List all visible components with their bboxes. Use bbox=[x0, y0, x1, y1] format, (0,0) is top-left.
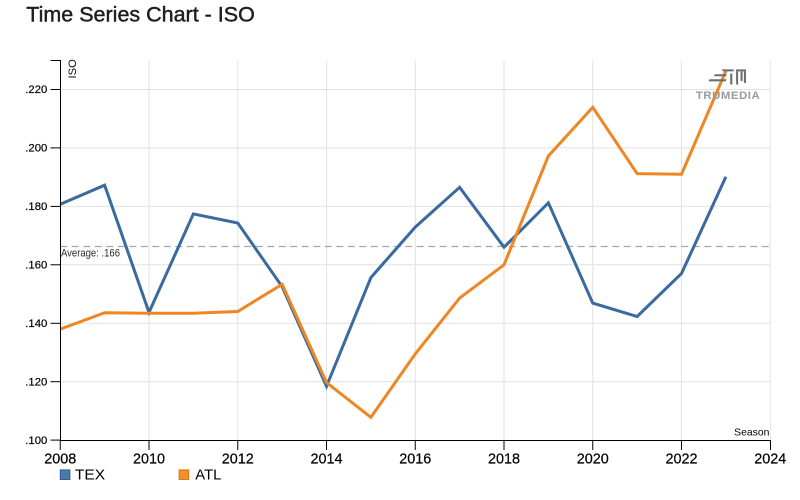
svg-text:.100: .100 bbox=[25, 435, 47, 447]
svg-text:ATL: ATL bbox=[195, 468, 221, 484]
svg-text:2010: 2010 bbox=[133, 452, 165, 468]
svg-text:.160: .160 bbox=[25, 260, 47, 272]
svg-text:Average: .166: Average: .166 bbox=[61, 247, 120, 259]
svg-text:2022: 2022 bbox=[665, 452, 697, 468]
svg-text:2016: 2016 bbox=[399, 452, 431, 468]
svg-text:2014: 2014 bbox=[310, 452, 342, 468]
svg-text:2008: 2008 bbox=[44, 452, 76, 468]
svg-text:2018: 2018 bbox=[488, 452, 520, 468]
svg-text:Time Series Chart - ISO: Time Series Chart - ISO bbox=[26, 3, 255, 27]
svg-text:.220: .220 bbox=[25, 84, 47, 96]
svg-text:2020: 2020 bbox=[577, 452, 609, 468]
svg-text:.140: .140 bbox=[25, 318, 47, 330]
svg-text:TRUMEDIA: TRUMEDIA bbox=[696, 90, 760, 102]
svg-text:2024: 2024 bbox=[754, 452, 786, 468]
svg-text:.120: .120 bbox=[25, 376, 47, 388]
svg-text:Season: Season bbox=[734, 427, 769, 438]
svg-text:ISO: ISO bbox=[67, 59, 79, 79]
svg-text:.180: .180 bbox=[25, 201, 47, 213]
svg-text:TEX: TEX bbox=[75, 468, 105, 484]
svg-text:2012: 2012 bbox=[222, 452, 254, 468]
svg-text:.200: .200 bbox=[25, 143, 47, 155]
